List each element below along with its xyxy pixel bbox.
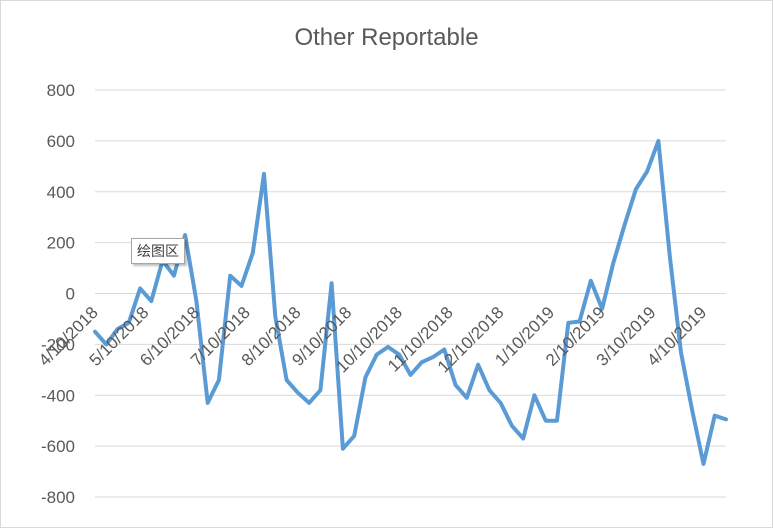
y-tick-label: -600 bbox=[41, 437, 75, 456]
chart-title: Other Reportable bbox=[294, 24, 479, 51]
gridlines bbox=[95, 89, 726, 498]
y-tick-label: -800 bbox=[41, 488, 75, 507]
y-tick-label: 200 bbox=[47, 234, 75, 253]
y-tick-label: 400 bbox=[47, 183, 75, 202]
y-tick-label: 800 bbox=[47, 81, 75, 100]
y-tick-label: 0 bbox=[66, 285, 75, 304]
series-group bbox=[93, 138, 728, 466]
y-tick-label: -400 bbox=[41, 386, 75, 405]
series-line bbox=[93, 138, 728, 466]
y-tick-label: 600 bbox=[47, 132, 75, 151]
plot-area-tooltip: 绘图区 bbox=[131, 238, 185, 264]
y-axis: -800 -600 -400 -200 0 200 400 600 800 bbox=[41, 81, 75, 507]
y-tick-label: -200 bbox=[41, 335, 75, 354]
